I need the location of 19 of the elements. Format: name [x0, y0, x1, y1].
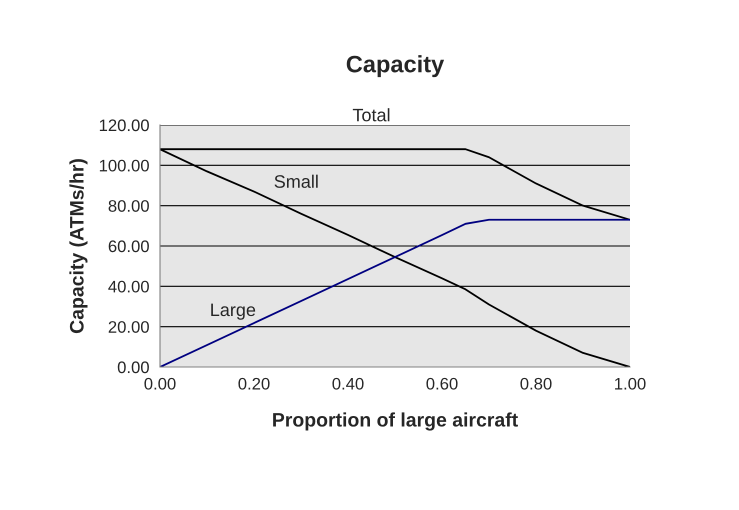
chart-title: Capacity	[346, 55, 444, 78]
y-tick-label: 40.00	[108, 280, 149, 293]
x-tick-label: 0.00	[144, 378, 176, 390]
y-tick-label: 60.00	[108, 240, 149, 252]
x-tick-label: 0.40	[332, 378, 364, 390]
x-tick-label: 1.00	[615, 378, 646, 390]
x-tick-label: 0.80	[520, 378, 552, 390]
x-tick-label: 0.20	[238, 378, 270, 390]
series-label: Small	[274, 174, 318, 188]
y-tick-label: 80.00	[108, 200, 149, 212]
x-axis-title: Proportion of large aircraft	[273, 412, 518, 431]
y-tick-label: 20.00	[108, 321, 149, 333]
y-tick-label: 100.00	[100, 160, 149, 172]
series-label: Total	[352, 108, 390, 122]
y-axis-title: Capacity (ATMs/hr)	[69, 159, 88, 334]
y-tick-label: 0.00	[118, 361, 149, 374]
x-tick-label: 0.60	[426, 378, 458, 390]
y-tick-label: 120.00	[100, 119, 149, 132]
series-label: Large	[211, 304, 256, 320]
